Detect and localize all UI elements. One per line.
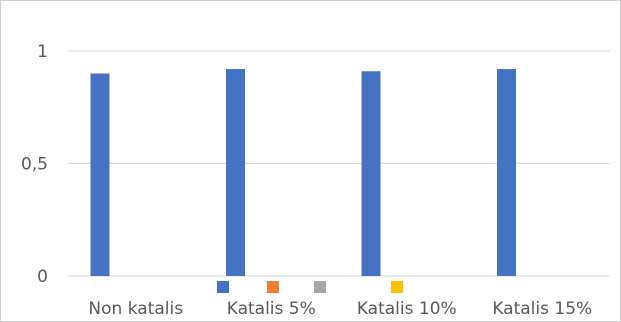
x-axis-category-labels: Non katalis Katalis 5% Katalis 10% Katalis …: [88, 299, 592, 319]
y-tick-label: 0,5: [21, 155, 48, 175]
y-tick-label: 0: [37, 267, 48, 287]
x-category-label: Katalis 15%: [492, 299, 592, 319]
y-tick-label: 1: [37, 42, 48, 62]
x-category-label: Non katalis: [88, 299, 183, 319]
x-category-label: Katalis 10%: [357, 299, 457, 319]
legend-marker: [391, 281, 403, 293]
legend-marker: [314, 281, 326, 293]
bar: [226, 69, 245, 276]
bar: [90, 73, 110, 276]
gridlines: [68, 50, 610, 277]
legend: [217, 281, 403, 293]
bar: [361, 71, 381, 276]
bar: [497, 69, 516, 276]
y-axis-tick-labels: 00,51: [21, 42, 48, 287]
bars: [90, 69, 516, 276]
legend-marker: [267, 281, 279, 293]
legend-marker: [217, 281, 229, 293]
x-category-label: Katalis 5%: [227, 299, 316, 319]
